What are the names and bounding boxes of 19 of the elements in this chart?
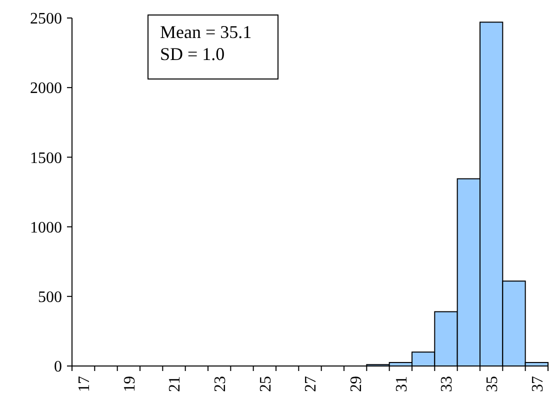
annotation: SD = 1.0 bbox=[160, 44, 225, 64]
x-tick-label: 31 bbox=[393, 376, 410, 392]
y-tick-label: 500 bbox=[38, 289, 62, 306]
x-tick-label: 27 bbox=[302, 376, 320, 392]
y-tick-label: 1500 bbox=[30, 150, 62, 167]
x-tick-label: 25 bbox=[257, 376, 274, 392]
x-tick-label: 35 bbox=[484, 376, 501, 392]
x-tick-label: 17 bbox=[76, 376, 93, 392]
x-tick-label: 23 bbox=[212, 376, 229, 392]
y-tick-label: 2000 bbox=[30, 80, 62, 98]
annotation: Mean = 35.1 bbox=[160, 22, 252, 42]
x-tick-label: 29 bbox=[348, 376, 365, 392]
x-tick-label: 33 bbox=[438, 376, 456, 392]
y-tick-label: 0 bbox=[54, 358, 62, 376]
x-tick-label: 37 bbox=[529, 376, 546, 392]
x-tick-label: 21 bbox=[166, 376, 184, 392]
x-tick-label: 19 bbox=[121, 376, 138, 392]
y-tick-label: 2500 bbox=[30, 10, 62, 28]
y-tick-label: 1000 bbox=[30, 219, 62, 236]
